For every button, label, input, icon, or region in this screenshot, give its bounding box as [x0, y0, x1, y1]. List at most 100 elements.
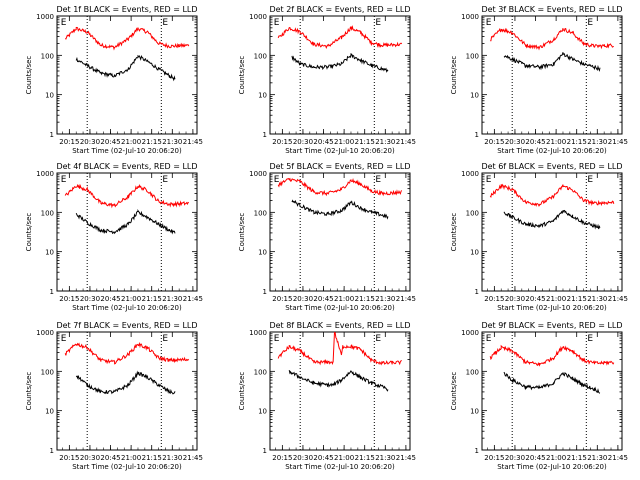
x-tick-label: 20:30: [80, 295, 100, 303]
x-tick-label: 20:15: [59, 138, 79, 146]
plot-frame: [481, 172, 623, 292]
y-tick-label: 1: [475, 288, 479, 296]
y-axis-label: Counts/sec: [450, 372, 458, 411]
x-axis-label: Start Time (02-Jul-10 20:06:20): [285, 463, 395, 471]
x-tick-label: 21:30: [162, 454, 182, 462]
x-tick-label: 21:45: [183, 138, 203, 146]
plot-title: Det 6f BLACK = Events, RED = LLD: [481, 162, 622, 171]
x-tick-label: 21:30: [375, 295, 395, 303]
x-tick-label: 20:30: [505, 138, 525, 146]
x-tick-label: 21:15: [567, 454, 587, 462]
series-line-events: [503, 52, 601, 72]
y-tick-label: 1: [50, 288, 54, 296]
x-tick-label: 20:15: [484, 138, 504, 146]
plot-frame: [269, 331, 411, 451]
x-tick-label: 21:00: [546, 138, 566, 146]
y-tick-label: 1: [50, 447, 54, 455]
plot-title: Det 5f BLACK = Events, RED = LLD: [269, 162, 410, 171]
y-tick-label: 1000: [249, 13, 267, 21]
x-axis-label: Start Time (02-Jul-10 20:06:20): [285, 304, 395, 312]
series-line-events: [75, 370, 176, 395]
x-axis-label: Start Time (02-Jul-10 20:06:20): [72, 304, 182, 312]
x-tick-label: 20:30: [293, 138, 313, 146]
y-tick-label: 1000: [461, 13, 479, 21]
panel-8: Det 8f BLACK = Events, RED = LLD 1 10 100 10…: [238, 321, 416, 471]
x-tick-label: 21:45: [183, 295, 203, 303]
event-marker-label: E: [486, 175, 492, 185]
event-marker-label: E: [61, 18, 67, 28]
x-tick-label: 20:45: [100, 138, 120, 146]
y-tick-label: 1000: [249, 329, 267, 337]
plot-title: Det 7f BLACK = Events, RED = LLD: [56, 321, 197, 330]
x-tick-label: 20:45: [525, 454, 545, 462]
series-line-lld: [277, 331, 402, 366]
x-axis-label: Start Time (02-Jul-10 20:06:20): [72, 147, 182, 155]
series-line-lld: [277, 25, 403, 50]
x-tick-label: 21:15: [142, 138, 162, 146]
plot-title: Det 9f BLACK = Events, RED = LLD: [481, 321, 622, 330]
x-tick-label: 20:15: [59, 454, 79, 462]
plot-frame: [56, 331, 198, 451]
plot-frame: [56, 15, 198, 135]
x-tick-label: 20:45: [100, 295, 120, 303]
y-tick-label: 100: [254, 209, 267, 217]
y-tick-label: 1000: [36, 13, 54, 21]
x-tick-label: 20:45: [313, 295, 333, 303]
event-marker-label: E: [587, 18, 593, 28]
y-tick-label: 100: [254, 52, 267, 60]
y-tick-label: 1: [50, 131, 54, 139]
event-marker-label: E: [486, 334, 492, 344]
x-tick-label: 21:00: [121, 138, 141, 146]
y-tick-label: 10: [470, 408, 479, 416]
x-axis-label: Start Time (02-Jul-10 20:06:20): [497, 304, 607, 312]
series-line-events: [503, 371, 601, 394]
x-axis-label: Start Time (02-Jul-10 20:06:20): [285, 147, 395, 155]
y-tick-label: 1000: [249, 170, 267, 178]
y-axis-label: Counts/sec: [25, 213, 33, 252]
x-tick-label: 21:15: [142, 295, 162, 303]
x-axis-label: Start Time (02-Jul-10 20:06:20): [72, 463, 182, 471]
series-line-events: [75, 208, 176, 235]
event-marker-label: E: [486, 18, 492, 28]
x-tick-label: 21:00: [121, 295, 141, 303]
event-marker-label: E: [274, 334, 280, 344]
event-marker-label: E: [61, 175, 67, 185]
x-tick-label: 20:15: [272, 295, 292, 303]
plot-frame: [269, 172, 411, 292]
event-marker-label: E: [162, 175, 168, 185]
y-tick-label: 100: [466, 209, 479, 217]
x-tick-label: 21:30: [162, 138, 182, 146]
x-tick-label: 20:15: [272, 454, 292, 462]
event-marker-label: E: [162, 334, 168, 344]
series-line-events: [503, 209, 601, 230]
event-marker-label: E: [274, 175, 280, 185]
x-tick-label: 20:45: [313, 454, 333, 462]
series-line-lld: [489, 183, 615, 207]
y-tick-label: 1: [475, 131, 479, 139]
series-line-events: [291, 53, 389, 73]
x-tick-label: 20:15: [272, 138, 292, 146]
y-axis-label: Counts/sec: [25, 372, 33, 411]
y-axis-label: Counts/sec: [450, 213, 458, 252]
series-line-lld: [64, 341, 190, 365]
x-tick-label: 21:45: [396, 295, 416, 303]
x-tick-label: 20:30: [293, 295, 313, 303]
x-tick-label: 21:00: [334, 295, 354, 303]
x-tick-label: 20:45: [525, 295, 545, 303]
plot-frame: [56, 172, 198, 292]
x-tick-label: 21:45: [608, 454, 628, 462]
y-tick-label: 1000: [36, 170, 54, 178]
x-tick-label: 21:45: [396, 454, 416, 462]
series-line-lld: [277, 177, 403, 197]
series-line-lld: [489, 344, 615, 367]
plot-frame: [481, 331, 623, 451]
plot-title: Det 8f BLACK = Events, RED = LLD: [269, 321, 410, 330]
x-tick-label: 20:15: [484, 295, 504, 303]
x-axis-label: Start Time (02-Jul-10 20:06:20): [497, 147, 607, 155]
x-tick-label: 20:30: [80, 454, 100, 462]
series-line-events: [288, 369, 389, 392]
panel-6: Det 6f BLACK = Events, RED = LLD 1 10 100 10…: [450, 162, 628, 312]
plot-frame: [481, 15, 623, 135]
y-tick-label: 1: [263, 447, 267, 455]
x-tick-label: 20:15: [59, 295, 79, 303]
